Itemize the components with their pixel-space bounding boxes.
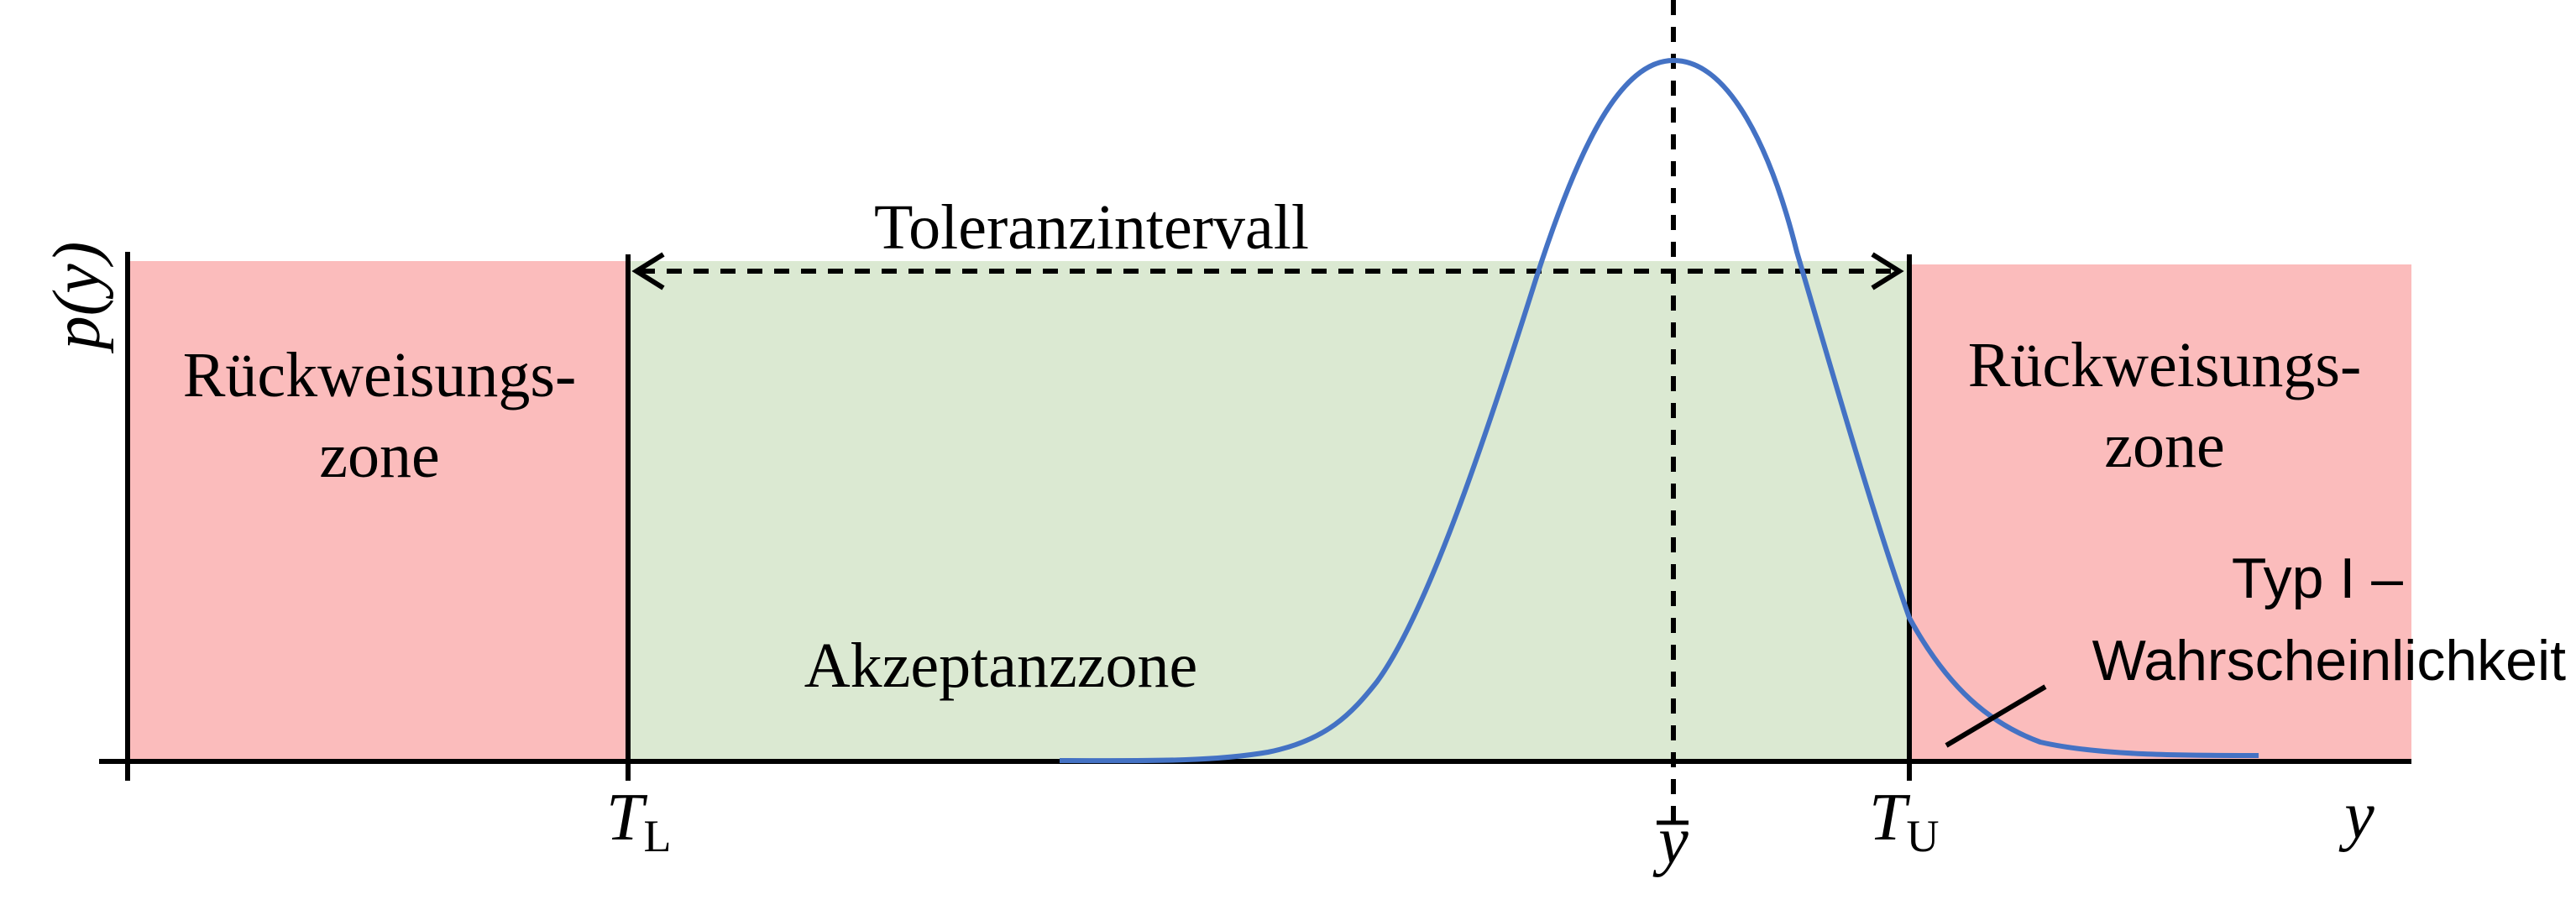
accept-zone-label: Akzeptanzzone	[804, 630, 1197, 701]
arrowhead-right	[1871, 252, 1904, 290]
reject-zone-left-label-line2: zone	[319, 421, 439, 491]
tick-mean: y	[1652, 804, 1689, 878]
accept-zone	[626, 261, 1909, 761]
type1-pointer-line	[1945, 684, 2047, 748]
reject-zone-right-label-line1: Rückweisungs-	[1968, 330, 2362, 400]
x-axis-label: y	[2338, 779, 2374, 853]
reject-zone-right-label-line2: zone	[2104, 411, 2224, 481]
distribution-curve	[1059, 58, 2259, 764]
reject-zone-right	[1909, 264, 2411, 761]
y-axis-label: p(y)	[40, 242, 114, 354]
reject-zone-left-label-line1: Rückweisungs-	[183, 340, 577, 411]
arrowhead-left	[631, 252, 665, 290]
tick-lower-limit: TL	[606, 781, 672, 861]
type1-label-line1: Typ I –	[2232, 547, 2403, 610]
tolerance-interval-label: Toleranzintervall	[874, 192, 1309, 263]
reject-zone-left	[128, 261, 626, 761]
type1-label-line2: Wahrscheinlichkeit	[2092, 629, 2566, 693]
tick-upper-limit: TU	[1869, 781, 1940, 861]
